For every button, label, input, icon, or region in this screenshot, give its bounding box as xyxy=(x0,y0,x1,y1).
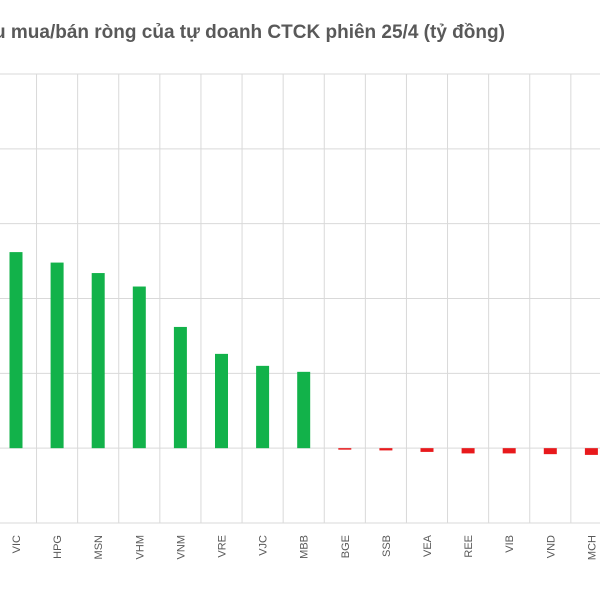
x-tick-label: MSN xyxy=(93,535,105,560)
bar-vnd xyxy=(543,448,557,455)
x-tick-label: REE xyxy=(463,535,475,558)
bar-mbb xyxy=(297,371,311,449)
bar-vre xyxy=(215,353,228,449)
bar-vib xyxy=(502,448,516,454)
x-tick-label: VIB xyxy=(504,535,516,553)
x-tick-label: VNM xyxy=(175,535,187,559)
bar-hpg xyxy=(50,262,64,449)
x-tick-label: MCH xyxy=(586,535,598,560)
bar-vhm xyxy=(132,286,146,449)
x-tick-label: BGE xyxy=(340,535,352,558)
bar-msn xyxy=(91,273,105,449)
bar-mch xyxy=(584,448,598,455)
bar-vjc xyxy=(256,365,270,449)
x-tick-label: VND xyxy=(545,535,557,558)
x-tick-label: VEA xyxy=(422,534,434,557)
bar-bge xyxy=(338,448,352,450)
x-tick-label: SSB xyxy=(381,535,393,557)
chart-title: u mua/bán ròng của tự doanh CTCK phiên 2… xyxy=(0,22,505,43)
x-tick-label: VRE xyxy=(217,535,229,558)
bar-vea xyxy=(420,448,434,452)
bar-vnm xyxy=(173,326,187,449)
x-tick-label: VHM xyxy=(134,535,146,559)
x-tick-label: MBB xyxy=(299,535,311,559)
x-tick-label: VIC xyxy=(11,535,23,553)
bar-ree xyxy=(461,448,475,454)
x-tick-label: HPG xyxy=(52,535,64,559)
x-tick-label: VJC xyxy=(258,535,270,556)
bar-vic xyxy=(9,252,23,449)
bar-ssb xyxy=(379,448,393,451)
